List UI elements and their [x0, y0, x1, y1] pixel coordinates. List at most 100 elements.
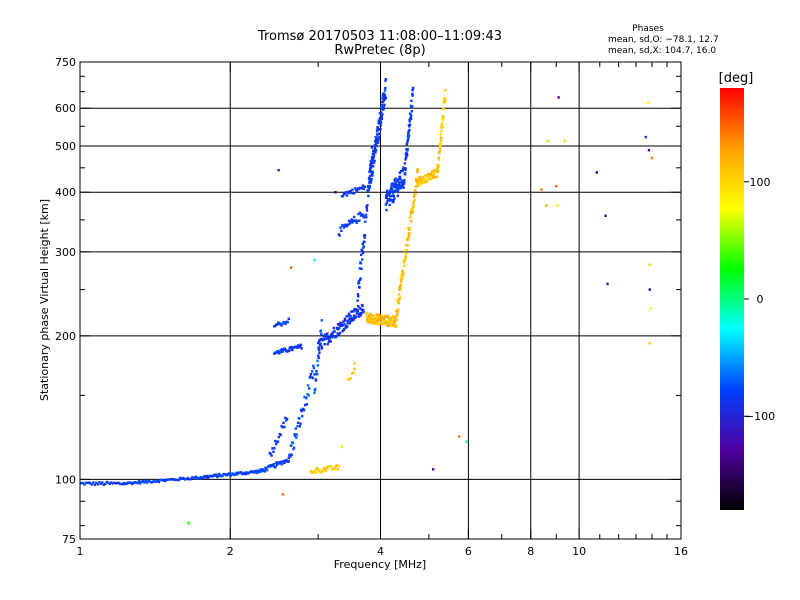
data-point-x — [439, 136, 443, 139]
data-point-o — [409, 117, 413, 120]
data-point-o — [136, 481, 139, 485]
data-point-o — [282, 459, 285, 463]
data-point-o — [385, 196, 388, 199]
data-point-o — [376, 127, 380, 130]
data-point-o — [410, 114, 413, 117]
data-point-o — [370, 146, 374, 149]
data-point-o — [196, 477, 199, 480]
data-point-x — [413, 198, 416, 202]
data-point-x — [398, 296, 402, 299]
data-point-o — [281, 461, 285, 464]
data-point-o — [360, 308, 363, 311]
data-point-o — [367, 194, 370, 198]
data-point-o — [337, 326, 341, 330]
data-point-o — [240, 471, 243, 474]
data-point-x — [408, 228, 411, 231]
data-point-o — [290, 453, 293, 456]
data-point-o — [287, 460, 290, 463]
data-point-o — [402, 167, 405, 171]
data-point-o — [269, 452, 272, 456]
data-point-o — [370, 174, 374, 177]
data-point-o — [406, 140, 409, 144]
data-point-o — [349, 189, 352, 193]
phase-legend-o: mean, sd,O: −78.1, 12.7 — [608, 35, 719, 45]
data-point-x — [393, 316, 396, 319]
data-point-o — [351, 221, 354, 224]
data-point-o — [177, 478, 180, 482]
x-axis-ticks: 1 2 4 6 8 10 16 — [77, 62, 688, 558]
data-point-x — [394, 316, 397, 319]
data-point-x — [333, 467, 337, 471]
data-point-x — [431, 175, 435, 178]
data-point-x — [416, 182, 419, 185]
data-point-o — [274, 324, 277, 328]
data-point-x — [397, 298, 400, 301]
data-point-x — [423, 177, 426, 181]
data-point-o — [135, 481, 138, 484]
data-point-o — [289, 444, 293, 447]
data-point-o — [363, 236, 366, 239]
data-point-o — [408, 128, 411, 132]
data-point-o — [382, 97, 385, 100]
data-point-o — [128, 481, 131, 485]
data-point-scattered — [648, 263, 651, 266]
y-tick-label: 600 — [55, 102, 76, 115]
data-point-o — [352, 219, 355, 222]
data-point-o — [368, 184, 372, 188]
data-point-o — [352, 310, 355, 313]
data-point-o — [390, 184, 393, 188]
data-point-x — [400, 274, 403, 277]
data-point-o — [313, 373, 316, 376]
data-point-o — [391, 189, 394, 192]
data-point-scattered — [340, 445, 344, 449]
data-point-o — [295, 436, 298, 439]
data-point-o — [404, 168, 407, 171]
data-point-o — [364, 220, 367, 223]
x-tick-label: 1 — [77, 545, 84, 558]
data-point-o — [353, 191, 356, 195]
data-point-o — [363, 234, 367, 237]
x-axis-label: Frequency [MHz] — [334, 558, 426, 571]
data-point-x — [393, 319, 397, 323]
data-point-o — [317, 348, 321, 352]
data-point-x — [403, 249, 407, 252]
data-point-o — [359, 277, 362, 280]
data-point-scattered — [604, 214, 607, 217]
data-point-o — [281, 350, 284, 353]
data-point-o — [401, 183, 404, 186]
data-point-o — [90, 483, 94, 486]
data-point-x — [400, 273, 404, 276]
data-point-o — [273, 447, 276, 450]
data-point-o — [393, 197, 396, 200]
data-point-x — [368, 316, 371, 319]
data-point-scattered — [648, 288, 651, 291]
data-point-x — [418, 175, 422, 179]
data-point-o — [368, 168, 372, 171]
data-point-o — [358, 307, 362, 310]
data-point-x — [397, 302, 401, 305]
data-point-x — [369, 316, 373, 320]
data-point-o — [398, 187, 401, 190]
data-point-x — [348, 377, 351, 380]
data-point-o — [194, 475, 198, 478]
data-point-x — [404, 244, 408, 247]
data-point-o — [336, 323, 340, 326]
data-point-scattered — [556, 204, 559, 207]
data-point-o — [276, 349, 279, 353]
data-point-x — [403, 260, 407, 263]
data-point-o — [117, 481, 120, 485]
data-point-x — [318, 469, 321, 472]
data-point-o — [376, 129, 379, 132]
data-point-o — [355, 315, 358, 318]
data-point-o — [343, 323, 346, 326]
data-point-x — [441, 118, 445, 122]
data-point-o — [104, 482, 107, 486]
colorbar-label: [deg] — [719, 71, 754, 86]
data-point-o — [345, 225, 348, 228]
data-point-o — [397, 185, 401, 188]
x-tick-label: 4 — [377, 545, 384, 558]
data-point-o — [405, 142, 409, 146]
data-point-o — [342, 329, 345, 332]
data-point-x — [399, 283, 403, 287]
data-point-o — [377, 138, 380, 141]
